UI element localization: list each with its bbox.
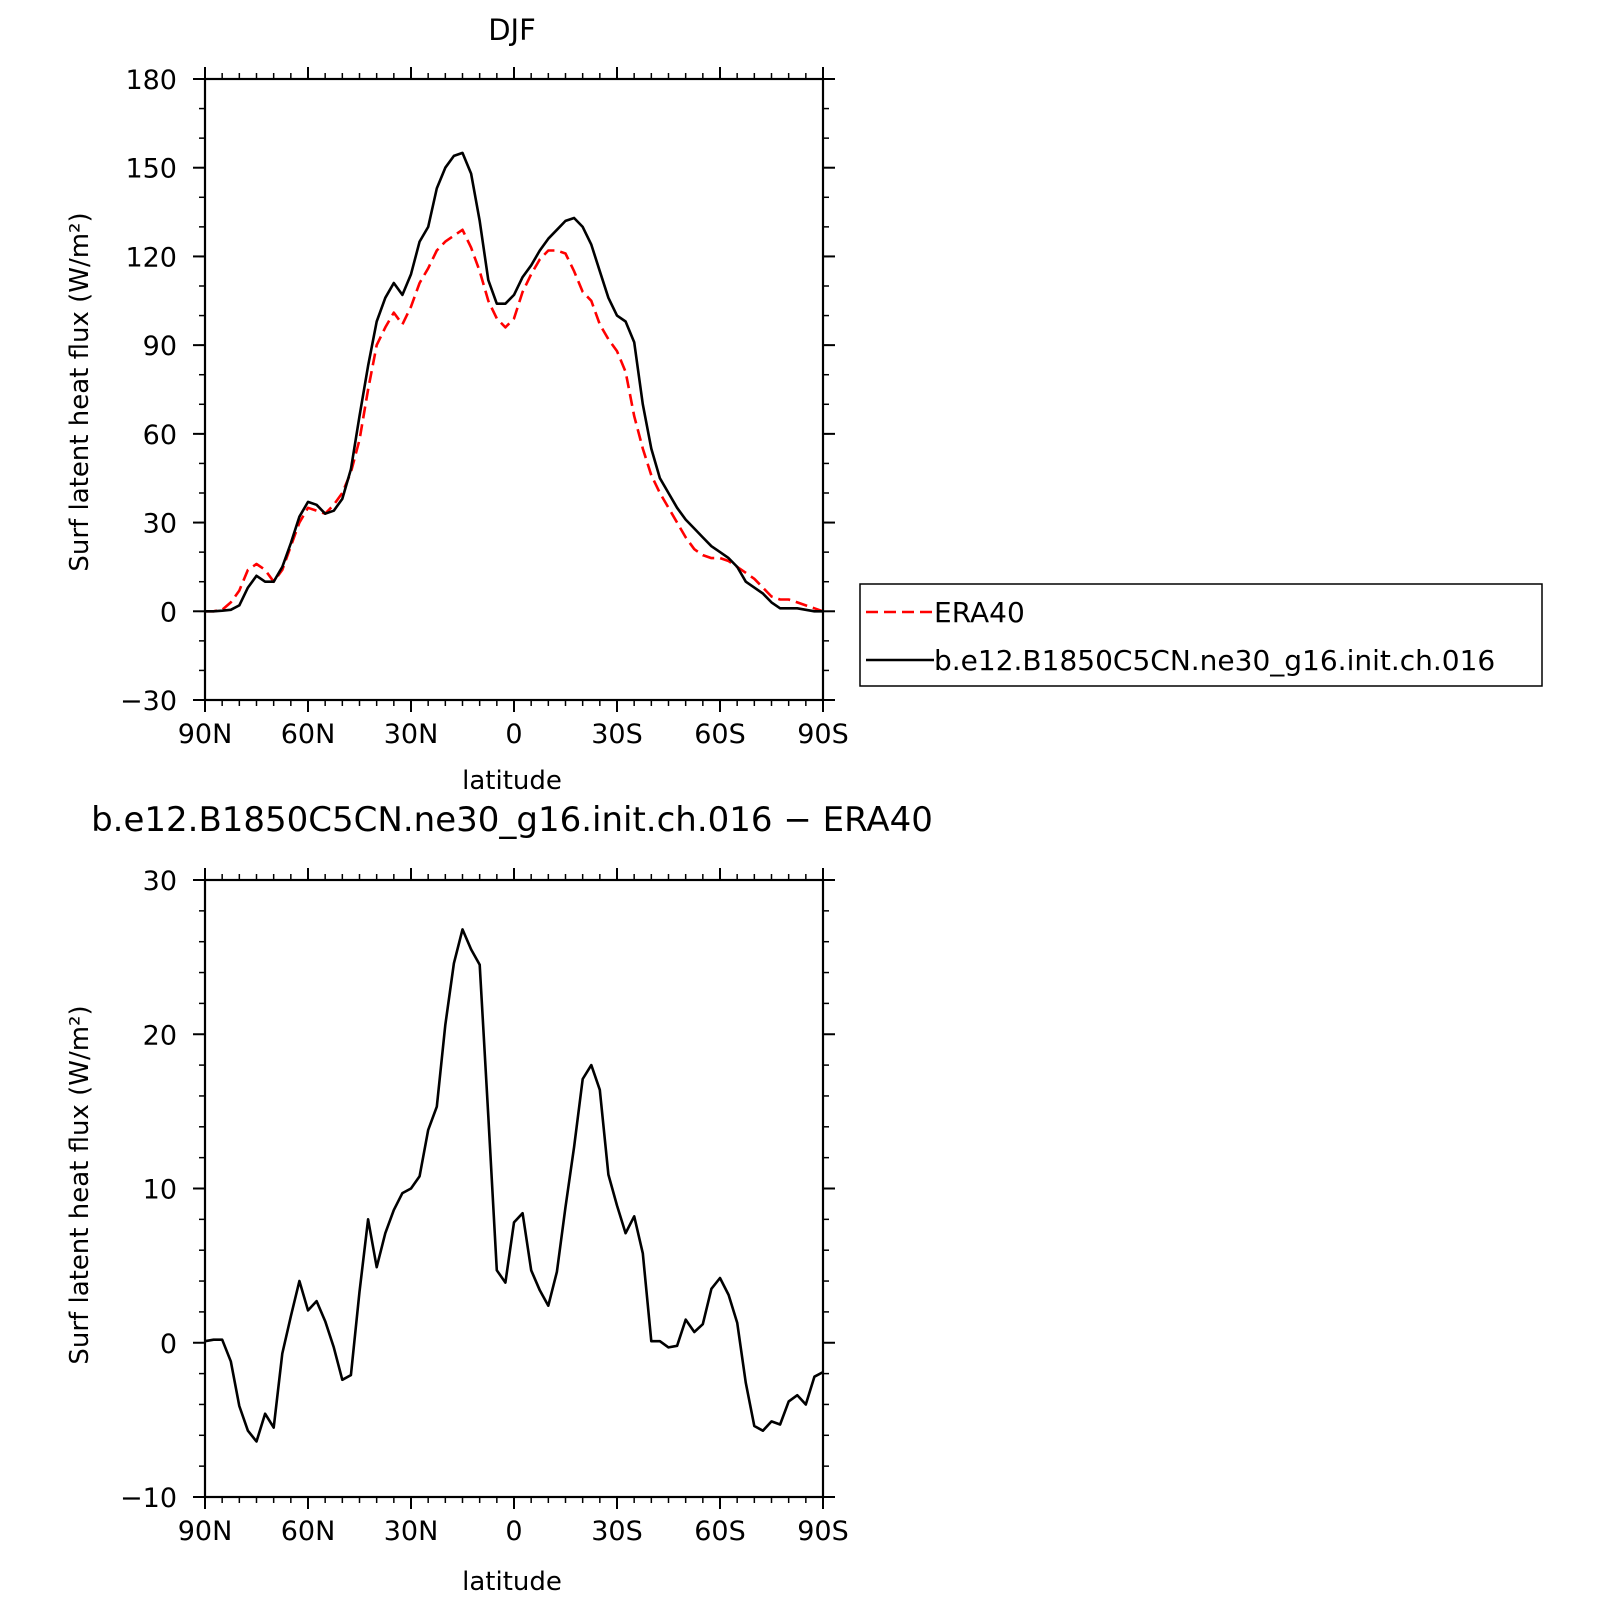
x-tick-label: 90N: [178, 719, 233, 750]
top-axes: 90N 60N 30N 0 30S 60S 90S −30 0 30 60 90 120 150 180: [120, 65, 849, 750]
bottom-x-axis-label: latitude: [462, 1567, 562, 1597]
x-tick-label: 90N: [178, 1516, 233, 1547]
series-line-era40: [205, 228, 824, 613]
top-series-group: [205, 151, 824, 613]
top-panel: DJF 90N 60N 30N 0 30S 60S 90S −30 0 30 60 90 120 150 1…: [65, 13, 849, 796]
x-tick-label: 90S: [797, 1516, 849, 1547]
legend: ERA40 b.e12.B1850C5CN.ne30_g16.init.ch.0…: [859, 583, 1543, 687]
x-tick-label: 60N: [281, 719, 336, 750]
x-tick-label: 30S: [591, 719, 643, 750]
y-tick-label: 0: [160, 597, 177, 628]
y-tick-label: 10: [143, 1175, 177, 1206]
x-tick-label: 0: [505, 719, 522, 750]
bottom-series-group: [204, 928, 824, 1443]
y-tick-label: 30: [143, 866, 177, 897]
y-tick-label: 90: [143, 331, 177, 362]
x-tick-label: 60N: [281, 1516, 336, 1547]
y-tick-label: 60: [143, 420, 177, 451]
x-tick-label: 90S: [797, 719, 849, 750]
y-tick-label: 120: [125, 242, 177, 273]
legend-frame: [859, 583, 1543, 687]
y-tick-label: 20: [143, 1020, 177, 1051]
y-tick-label: 150: [125, 154, 177, 185]
x-tick-label: 60S: [694, 1516, 746, 1547]
y-tick-label: −10: [120, 1483, 177, 1514]
x-tick-label: 60S: [694, 719, 746, 750]
series-line-model: [205, 151, 823, 613]
bottom-y-axis-label: Surf latent heat flux (W/m²): [65, 1005, 95, 1364]
bottom-title: b.e12.B1850C5CN.ne30_g16.init.ch.016 − E…: [91, 800, 933, 840]
y-tick-label: 180: [125, 65, 177, 96]
series-line-difference: [204, 928, 824, 1443]
y-tick-label: −30: [120, 686, 177, 717]
y-tick-label: 0: [160, 1329, 177, 1360]
legend-label-model: b.e12.B1850C5CN.ne30_g16.init.ch.016: [934, 644, 1495, 677]
y-tick-label: 30: [143, 509, 177, 540]
top-title: DJF: [488, 13, 536, 47]
top-x-axis-label: latitude: [462, 766, 562, 796]
x-tick-label: 0: [505, 1516, 522, 1547]
bottom-panel: b.e12.B1850C5CN.ne30_g16.init.ch.016 − E…: [65, 800, 933, 1597]
legend-label-era40: ERA40: [934, 596, 1025, 629]
x-tick-label: 30S: [591, 1516, 643, 1547]
x-tick-label: 30N: [384, 719, 439, 750]
bottom-axes: 90N 60N 30N 0 30S 60S 90S −10 0 10 20 30: [120, 866, 849, 1547]
x-tick-label: 30N: [384, 1516, 439, 1547]
top-y-axis-label: Surf latent heat flux (W/m²): [65, 212, 95, 571]
